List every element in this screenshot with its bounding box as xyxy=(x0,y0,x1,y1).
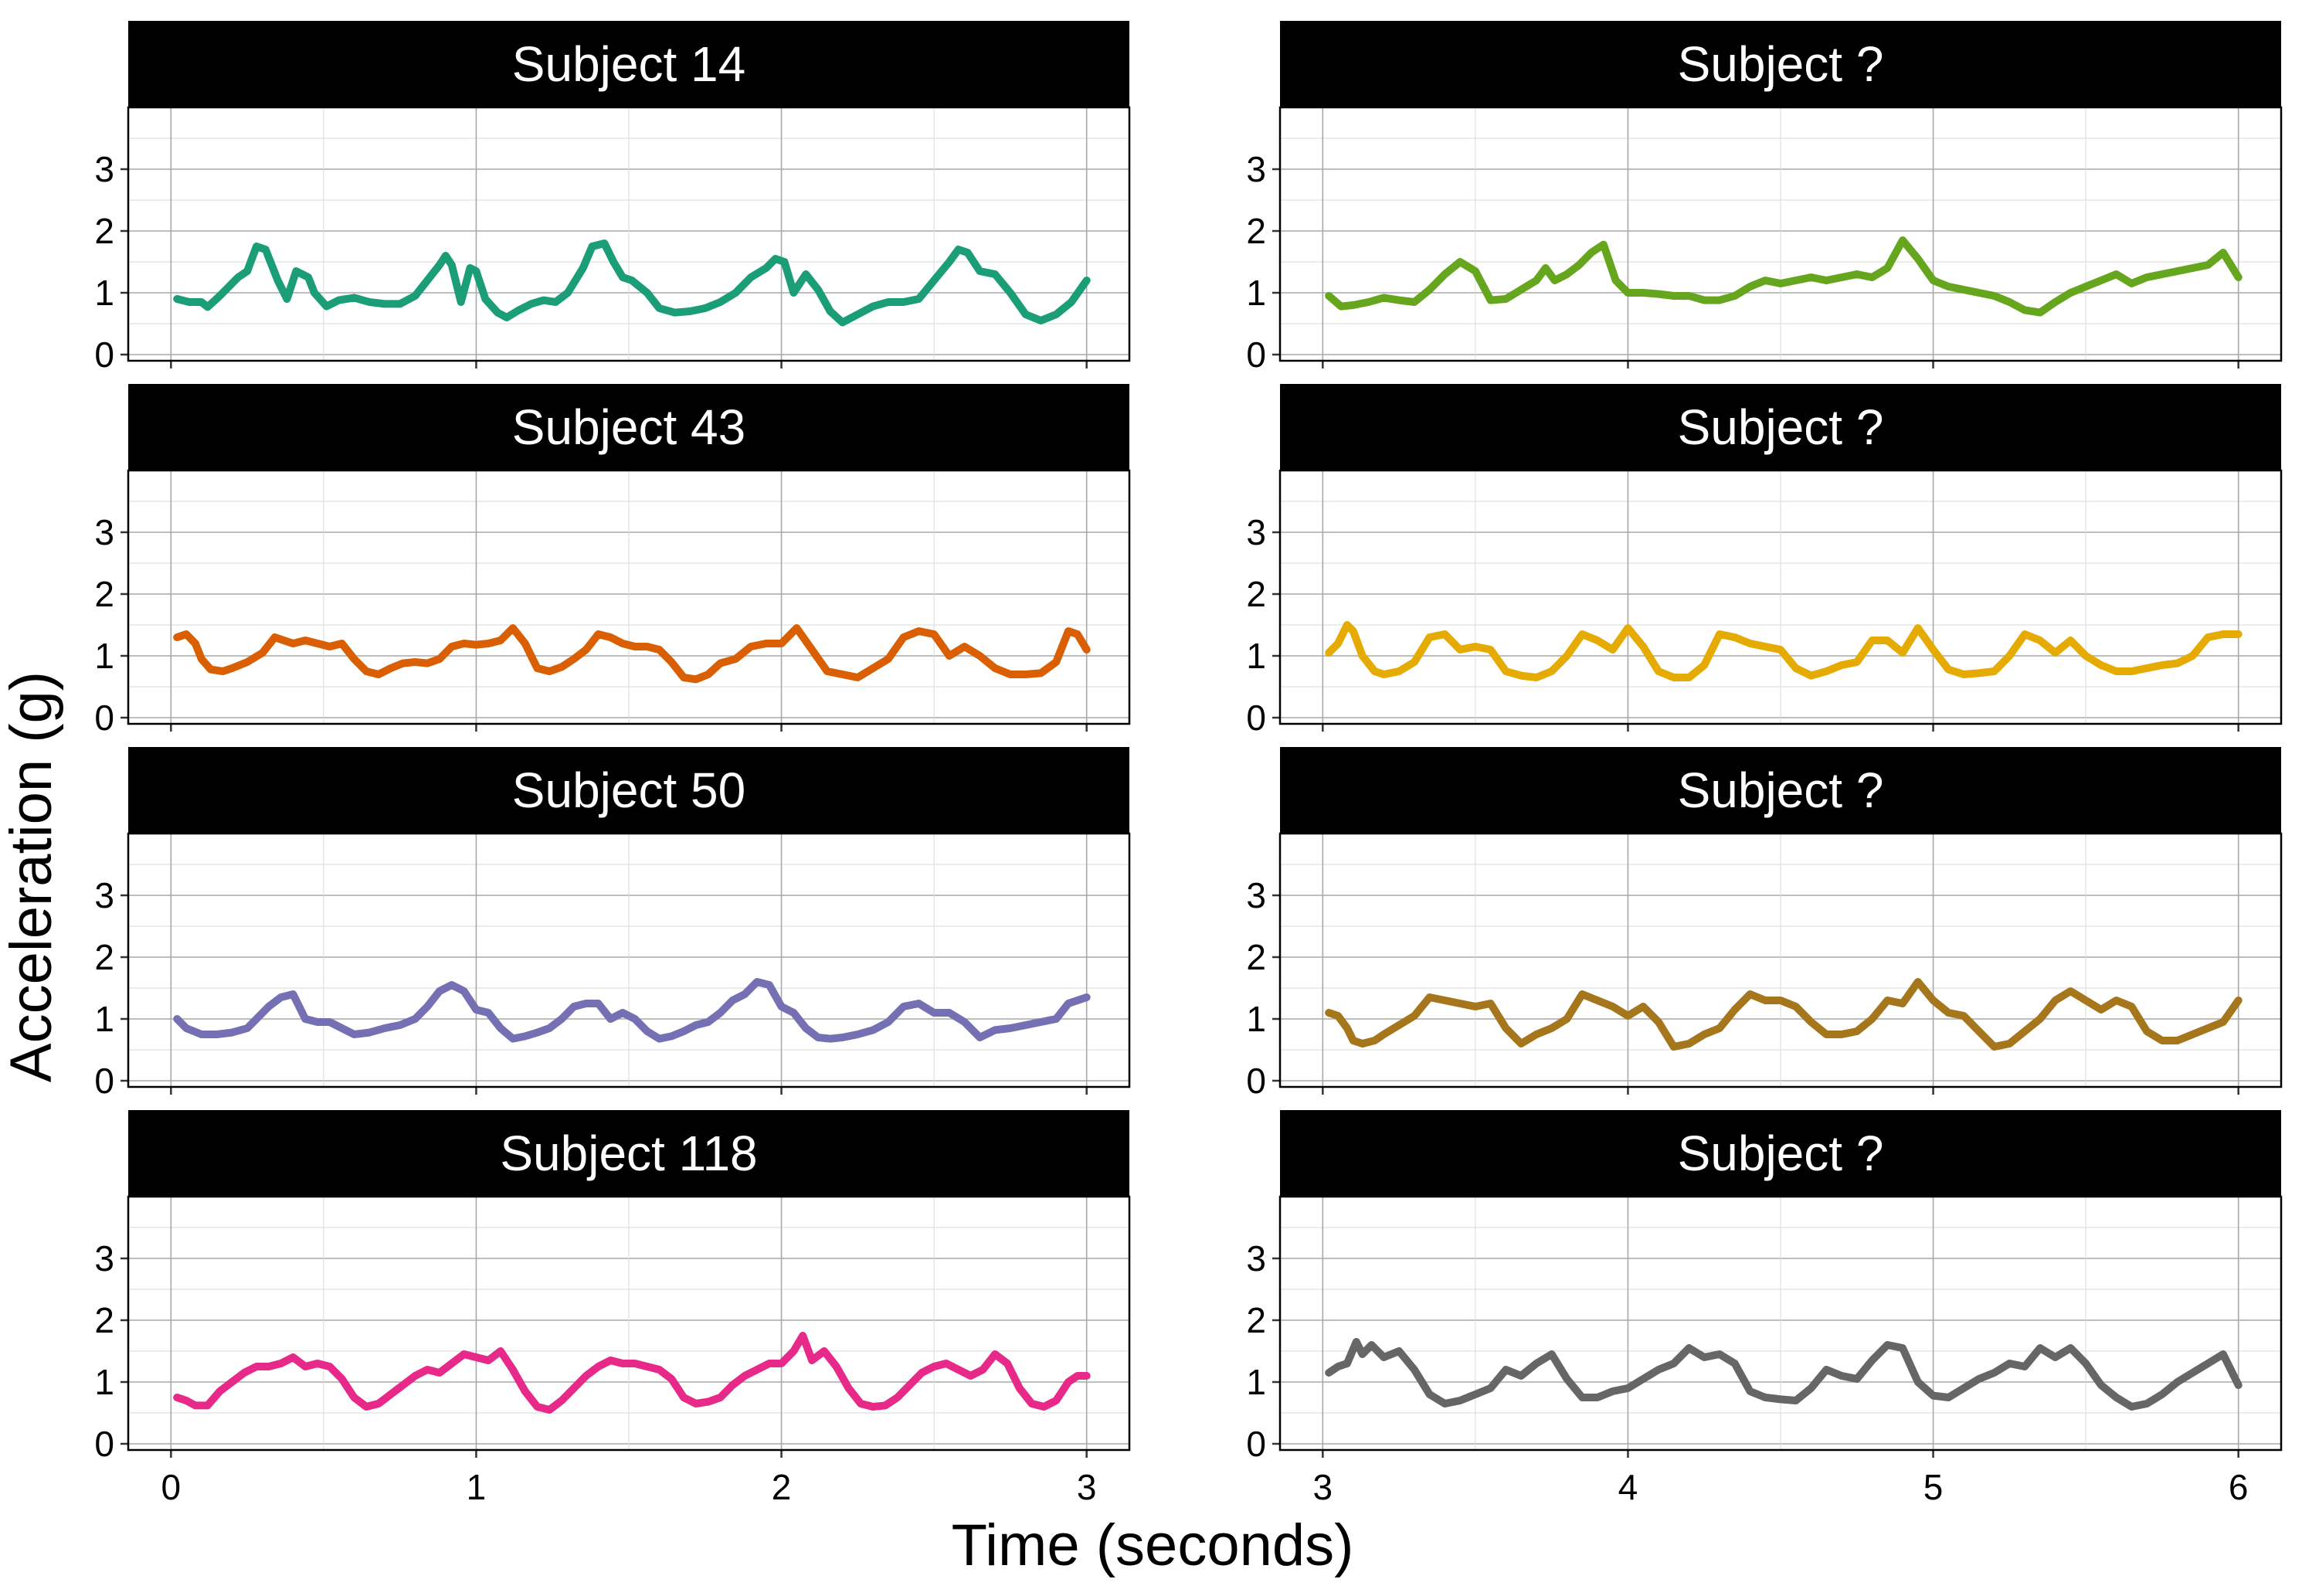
series-line xyxy=(173,239,1091,327)
y-tick-label: 1 xyxy=(1246,636,1266,676)
y-tick-label: 0 xyxy=(94,1061,114,1101)
y-tick-label: 2 xyxy=(94,574,114,614)
strip-title: Subject ? xyxy=(1678,399,1884,455)
y-tick-label: 0 xyxy=(1246,1424,1266,1464)
panel-5: Subject 50 0 1 2 3 xyxy=(94,747,1131,1101)
y-tick-label: 2 xyxy=(1246,211,1266,251)
strip-header xyxy=(128,21,1129,107)
y-tick-label: 3 xyxy=(1246,875,1266,915)
y-tick-label: 0 xyxy=(1246,1061,1266,1101)
series-line xyxy=(1325,978,2243,1051)
series-line xyxy=(1325,621,2243,681)
y-tick-label: 3 xyxy=(94,512,114,552)
panel-3: Subject 43 0 1 2 3 xyxy=(94,384,1131,738)
panel-6: Subject ? 0 1 2 3 xyxy=(1246,747,2283,1101)
y-tick-label: 1 xyxy=(94,273,114,313)
strip-header xyxy=(128,1110,1129,1197)
panel-2: Subject ? 0 1 2 3 xyxy=(1246,21,2283,375)
y-tick-label: 3 xyxy=(1246,149,1266,189)
series-line xyxy=(173,1332,1091,1414)
panel-border xyxy=(127,106,1131,362)
x-axis-title: Time (seconds) xyxy=(952,1513,1354,1578)
y-tick-label: 1 xyxy=(1246,999,1266,1039)
strip-header xyxy=(1280,384,2281,470)
series-line xyxy=(1325,236,2243,317)
y-tick-label: 0 xyxy=(94,1424,114,1464)
panels-layer: Subject 14 0 1 2 3 Subject ? 0 1 2 3 Subject 43 0 1 2… xyxy=(94,21,2283,1464)
panel-1: Subject 14 0 1 2 3 xyxy=(94,21,1131,375)
y-tick-label: 3 xyxy=(94,1238,114,1278)
strip-title: Subject ? xyxy=(1678,1126,1884,1181)
y-tick-label: 0 xyxy=(94,334,114,375)
strip-header xyxy=(128,384,1129,470)
strip-title: Subject ? xyxy=(1678,762,1884,818)
panel-border xyxy=(1278,1195,2283,1452)
x-tick-label: 0 xyxy=(161,1467,182,1507)
strip-title: Subject 14 xyxy=(512,36,745,92)
panel-border xyxy=(127,469,1131,725)
x-tick-label: 3 xyxy=(1313,1467,1333,1507)
y-axis-title: Acceleration (g) xyxy=(0,671,64,1082)
x-axis-layer: 0 1 2 3 3 4 5 6 xyxy=(161,1467,2249,1507)
panel-border xyxy=(127,832,1131,1088)
y-tick-label: 1 xyxy=(94,1362,114,1402)
x-tick-label: 6 xyxy=(2229,1467,2249,1507)
strip-title: Subject 118 xyxy=(500,1126,757,1181)
x-tick-label: 5 xyxy=(1923,1467,1944,1507)
x-tick-label: 3 xyxy=(1077,1467,1097,1507)
y-tick-label: 2 xyxy=(94,211,114,251)
series-line xyxy=(173,624,1091,684)
panel-border xyxy=(1278,469,2283,725)
y-tick-label: 1 xyxy=(1246,273,1266,313)
strip-title: Subject ? xyxy=(1678,36,1884,92)
x-tick-label: 4 xyxy=(1618,1467,1638,1507)
strip-header xyxy=(1280,21,2281,107)
y-tick-label: 2 xyxy=(1246,1300,1266,1340)
strip-header xyxy=(128,747,1129,834)
panel-4: Subject ? 0 1 2 3 xyxy=(1246,384,2283,738)
y-tick-label: 0 xyxy=(1246,698,1266,738)
panel-8: Subject ? 0 1 2 3 xyxy=(1246,1110,2283,1464)
y-tick-label: 3 xyxy=(1246,512,1266,552)
y-tick-label: 2 xyxy=(94,937,114,977)
strip-title: Subject 43 xyxy=(512,399,745,455)
strip-header xyxy=(1280,747,2281,834)
y-tick-label: 2 xyxy=(94,1300,114,1340)
y-tick-label: 0 xyxy=(94,698,114,738)
panel-border xyxy=(127,1195,1131,1452)
y-tick-label: 3 xyxy=(94,875,114,915)
y-tick-label: 0 xyxy=(1246,334,1266,375)
y-tick-label: 3 xyxy=(94,149,114,189)
y-tick-label: 1 xyxy=(94,636,114,676)
y-tick-label: 2 xyxy=(1246,574,1266,614)
x-tick-label: 2 xyxy=(772,1467,792,1507)
series-line xyxy=(1325,1338,2243,1411)
panel-border xyxy=(1278,106,2283,362)
y-tick-label: 1 xyxy=(1246,1362,1266,1402)
panel-7: Subject 118 0 1 2 3 xyxy=(94,1110,1131,1464)
y-tick-label: 1 xyxy=(94,999,114,1039)
strip-title: Subject 50 xyxy=(512,762,745,818)
strip-header xyxy=(1280,1110,2281,1197)
y-tick-label: 3 xyxy=(1246,1238,1266,1278)
panel-border xyxy=(1278,832,2283,1088)
y-tick-label: 2 xyxy=(1246,937,1266,977)
series-line xyxy=(173,978,1091,1043)
x-tick-label: 1 xyxy=(467,1467,487,1507)
